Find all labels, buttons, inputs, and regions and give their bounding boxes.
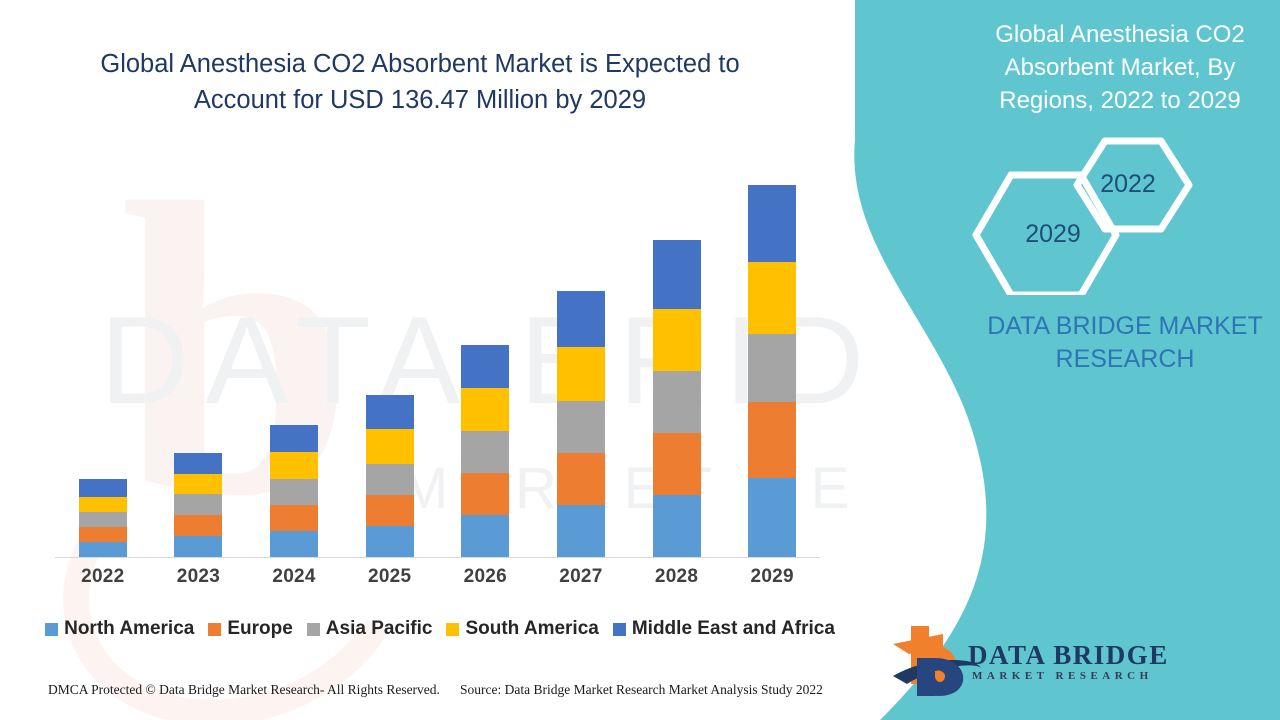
bar-column xyxy=(533,150,628,557)
bar-column xyxy=(151,150,246,557)
hexagon-2022 xyxy=(1073,137,1193,233)
x-axis-labels: 2022 2023 2024 2025 2026 2027 2028 2029 xyxy=(55,566,820,596)
footer: DMCA Protected © Data Bridge Market Rese… xyxy=(0,682,860,706)
bar-segment xyxy=(174,453,223,474)
bar-segment xyxy=(652,309,701,371)
x-axis-label: 2027 xyxy=(559,566,603,587)
bar-column xyxy=(342,150,437,557)
bar-segment xyxy=(748,402,797,478)
chart-legend: North America Europe Asia Pacific South Ame… xyxy=(45,615,835,643)
legend-item: Middle East and Africa xyxy=(612,618,835,640)
stacked-bar-chart xyxy=(55,150,820,557)
bar-segment xyxy=(174,474,223,494)
bar-segment xyxy=(748,262,797,334)
bar-segment xyxy=(461,473,510,515)
x-axis-label: 2022 xyxy=(81,566,125,587)
bar-column xyxy=(55,150,150,557)
bar-segment xyxy=(174,536,223,557)
legend-item: Asia Pacific xyxy=(306,618,433,640)
legend-item: Europe xyxy=(208,618,293,640)
bar-segment xyxy=(652,240,701,309)
bar-segment xyxy=(461,388,510,431)
bar-segment xyxy=(652,371,701,433)
stacked-bar xyxy=(174,453,223,557)
stacked-bar xyxy=(365,395,414,557)
x-axis-line xyxy=(55,557,820,558)
bar-segment xyxy=(556,453,605,505)
data-bridge-logo-icon xyxy=(893,626,981,696)
bar-segment xyxy=(78,512,127,527)
bar-segment xyxy=(652,495,701,557)
bar-segment xyxy=(270,505,319,531)
stacked-bar xyxy=(748,185,797,557)
bar-segment xyxy=(461,431,510,473)
legend-label: North America xyxy=(64,618,195,639)
bar-column xyxy=(438,150,533,557)
hexagon-badges xyxy=(972,137,1193,295)
bar-segment xyxy=(556,291,605,347)
legend-swatch-icon xyxy=(612,622,626,636)
bar-column xyxy=(725,150,820,557)
x-axis-label: 2024 xyxy=(272,566,316,587)
copyright-text: DMCA Protected © Data Bridge Market Rese… xyxy=(48,682,440,697)
bar-column xyxy=(247,150,342,557)
hexagon-2022-label: 2022 xyxy=(1100,170,1156,198)
legend-label: Asia Pacific xyxy=(325,618,433,639)
bar-segment xyxy=(174,515,223,536)
legend-swatch-icon xyxy=(306,622,320,636)
brand-name: DATA BRIDGE MARKET RESEARCH xyxy=(987,312,1263,373)
bar-segment xyxy=(78,527,127,542)
bar-segment xyxy=(365,526,414,557)
bar-segment xyxy=(78,479,127,497)
stacked-bar xyxy=(652,240,701,557)
x-axis-label: 2029 xyxy=(750,566,794,587)
stacked-bar xyxy=(556,291,605,557)
bar-segment xyxy=(556,347,605,401)
legend-label: Europe xyxy=(227,618,293,639)
chart-title: Global Anesthesia CO2 Absorbent Market i… xyxy=(100,50,740,114)
bar-segment xyxy=(556,505,605,557)
source-text: Source: Data Bridge Market Research Mark… xyxy=(460,682,823,697)
panel-title: Global Anesthesia CO2 Absorbent Market, … xyxy=(995,21,1245,114)
logo-tagline: MARKET RESEARCH xyxy=(972,670,1153,682)
bar-segment xyxy=(365,429,414,464)
bar-segment xyxy=(365,464,414,495)
bar-segment xyxy=(270,452,319,479)
legend-label: Middle East and Africa xyxy=(631,618,835,639)
legend-swatch-icon xyxy=(446,622,460,636)
x-axis-label: 2023 xyxy=(176,566,221,587)
bar-segment xyxy=(78,542,127,557)
hexagon-2029-label: 2029 xyxy=(1025,220,1081,248)
bar-segment xyxy=(556,401,605,453)
bar-segment xyxy=(748,478,797,557)
bar-segment xyxy=(652,433,701,495)
bar-segment xyxy=(461,515,510,557)
hexagon-2029 xyxy=(972,171,1120,295)
x-axis-label: 2025 xyxy=(367,566,412,587)
legend-swatch-icon xyxy=(208,622,222,636)
bar-segment xyxy=(365,495,414,526)
stacked-bar xyxy=(78,479,127,557)
stacked-bar xyxy=(461,345,510,557)
legend-item: North America xyxy=(45,618,194,640)
x-axis-label: 2028 xyxy=(654,566,699,587)
bar-segment xyxy=(461,345,510,388)
legend-swatch-icon xyxy=(45,622,59,636)
bar-segment xyxy=(365,395,414,429)
legend-item: South America xyxy=(446,618,599,640)
bar-segment xyxy=(748,334,797,402)
stacked-bar xyxy=(270,425,319,557)
bar-segment xyxy=(748,185,797,262)
bar-segment xyxy=(78,497,127,512)
bar-segment xyxy=(270,531,319,557)
x-axis-label: 2026 xyxy=(463,566,508,587)
bar-column xyxy=(629,150,724,557)
bar-segment xyxy=(174,494,223,515)
bar-segment xyxy=(270,479,319,505)
logo-name: DATA BRIDGE xyxy=(968,640,1169,670)
bar-segment xyxy=(270,425,319,452)
legend-label: South America xyxy=(465,618,599,639)
